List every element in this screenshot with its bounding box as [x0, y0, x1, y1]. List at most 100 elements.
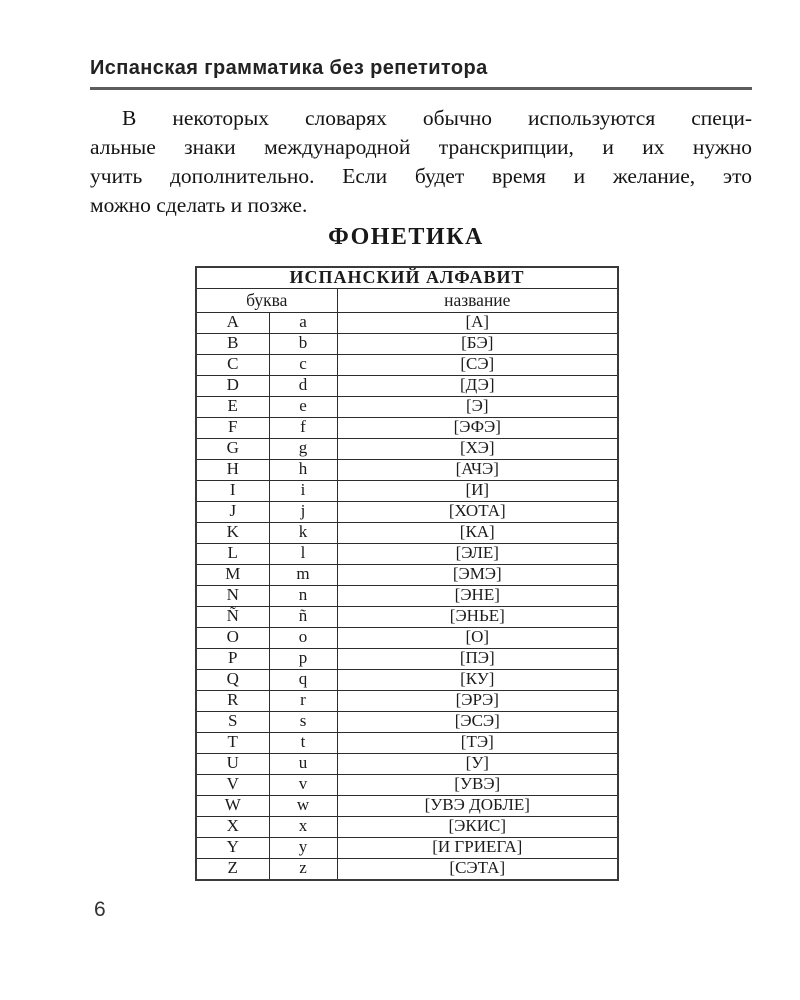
lowercase-letter-cell: n — [268, 584, 338, 607]
lowercase-letter-cell: g — [268, 437, 338, 460]
uppercase-letter-cell: Z — [195, 857, 270, 881]
lowercase-letter-cell: o — [268, 626, 338, 649]
uppercase-letter-cell: G — [195, 437, 270, 460]
lowercase-letter-cell: q — [268, 668, 338, 691]
letter-name-cell: [УВЭ ДОБЛЕ] — [336, 794, 619, 817]
lowercase-letter-cell: ñ — [268, 605, 338, 628]
letter-name-cell: [ЭСЭ] — [336, 710, 619, 733]
uppercase-letter-cell: J — [195, 500, 270, 523]
uppercase-letter-cell: L — [195, 542, 270, 565]
lowercase-letter-cell: r — [268, 689, 338, 712]
uppercase-letter-cell: U — [195, 752, 270, 775]
uppercase-letter-cell: Q — [195, 668, 270, 691]
lowercase-letter-cell: j — [268, 500, 338, 523]
uppercase-letter-cell: K — [195, 521, 270, 544]
letter-name-cell: [У] — [336, 752, 619, 775]
letter-name-cell: [ЭЛЕ] — [336, 542, 619, 565]
uppercase-letter-cell: O — [195, 626, 270, 649]
letter-name-cell: [ЭНЕ] — [336, 584, 619, 607]
lowercase-letter-cell: f — [268, 416, 338, 439]
column-header-name: название — [336, 287, 619, 313]
table-title: ИСПАНСКИЙ АЛФАВИТ — [195, 266, 619, 289]
letter-name-cell: [ПЭ] — [336, 647, 619, 670]
lowercase-letter-cell: y — [268, 836, 338, 859]
intro-line: В некоторых словарях обычно используются… — [122, 106, 752, 130]
intro-paragraph: В некоторых словарях обычно используются… — [90, 104, 752, 220]
letter-name-cell: [УВЭ] — [336, 773, 619, 796]
intro-line: учить дополнительно. Если будет время и … — [90, 164, 752, 188]
lowercase-letter-cell: k — [268, 521, 338, 544]
uppercase-letter-cell: A — [195, 311, 270, 334]
uppercase-letter-cell: F — [195, 416, 270, 439]
letter-name-cell: [КУ] — [336, 668, 619, 691]
lowercase-letter-cell: m — [268, 563, 338, 586]
lowercase-letter-cell: i — [268, 479, 338, 502]
uppercase-letter-cell: Ñ — [195, 605, 270, 628]
lowercase-letter-cell: u — [268, 752, 338, 775]
page-number: 6 — [94, 898, 106, 921]
column-header-letter: буква — [195, 287, 338, 313]
table-title-row: ИСПАНСКИЙ АЛФАВИТ — [195, 266, 619, 289]
letter-name-cell: [БЭ] — [336, 332, 619, 355]
lowercase-letter-cell: l — [268, 542, 338, 565]
lowercase-letter-cell: w — [268, 794, 338, 817]
uppercase-letter-cell: W — [195, 794, 270, 817]
intro-line: альные знаки международной транскрипции,… — [90, 135, 752, 159]
letter-name-cell: [О] — [336, 626, 619, 649]
running-head: Испанская грамматика без репетитора — [90, 57, 752, 90]
uppercase-letter-cell: E — [195, 395, 270, 418]
lowercase-letter-cell: e — [268, 395, 338, 418]
intro-line: можно сделать и позже. — [90, 193, 308, 217]
uppercase-letter-cell: N — [195, 584, 270, 607]
letter-name-cell: [ЭФЭ] — [336, 416, 619, 439]
letter-name-cell: [А] — [336, 311, 619, 334]
letter-name-cell: [ЭРЭ] — [336, 689, 619, 712]
uppercase-letter-cell: H — [195, 458, 270, 481]
lowercase-letter-cell: a — [268, 311, 338, 334]
lowercase-letter-cell: d — [268, 374, 338, 397]
uppercase-letter-cell: D — [195, 374, 270, 397]
uppercase-letter-cell: Y — [195, 836, 270, 859]
letter-name-cell: [ХОТА] — [336, 500, 619, 523]
uppercase-letter-cell: T — [195, 731, 270, 754]
lowercase-letter-cell: s — [268, 710, 338, 733]
lowercase-letter-cell: v — [268, 773, 338, 796]
uppercase-letter-cell: I — [195, 479, 270, 502]
uppercase-letter-cell: R — [195, 689, 270, 712]
lowercase-letter-cell: x — [268, 815, 338, 838]
letter-name-cell: [ЭКИС] — [336, 815, 619, 838]
letter-name-cell: [ЭНЬЕ] — [336, 605, 619, 628]
letter-name-cell: [И ГРИЕГА] — [336, 836, 619, 859]
uppercase-letter-cell: S — [195, 710, 270, 733]
letter-name-cell: [КА] — [336, 521, 619, 544]
lowercase-letter-cell: b — [268, 332, 338, 355]
lowercase-letter-cell: h — [268, 458, 338, 481]
lowercase-letter-cell: z — [268, 857, 338, 881]
letter-name-cell: [СЭ] — [336, 353, 619, 376]
letter-name-cell: [ЭМЭ] — [336, 563, 619, 586]
